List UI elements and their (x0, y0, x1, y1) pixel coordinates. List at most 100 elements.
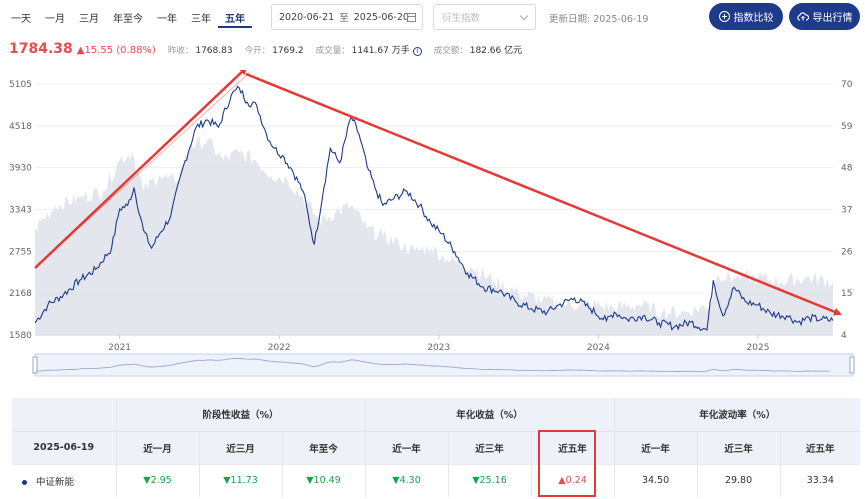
price-change: ▲15.55 (0.88%) (76, 45, 156, 56)
column-header: 近五年 (780, 430, 861, 464)
quote-summary: 1784.38 ▲15.55 (0.88%) 昨收： 1768.83 今开： 176… (9, 41, 522, 59)
group-header-blank (12, 398, 117, 431)
x-tick-label: 2024 (587, 343, 610, 353)
table-cell: ▼25.16 (448, 463, 532, 497)
export-quotes-label: 导出行情 (812, 13, 853, 24)
index-compare-button[interactable]: 指数比较 (709, 3, 783, 30)
trend-arrow-down (245, 72, 842, 316)
navigator-handle-right[interactable] (849, 356, 855, 374)
table-column-header-row: 2025-06-19 近一月 近三月 年至今 近一年 近三年 近五年 近一年 近… (12, 430, 861, 464)
y2-tick-label: 26 (841, 247, 853, 257)
info-icon[interactable]: i (412, 47, 422, 56)
y-tick-label: 3930 (9, 164, 32, 174)
column-header: 近三年 (448, 430, 532, 464)
turnover: 成交额： 182.66 亿元 (434, 43, 522, 56)
range-navigator[interactable] (34, 353, 854, 377)
group-header-period-return: 阶段性收益（%） (116, 398, 366, 431)
table-cell: 29.80 (697, 463, 781, 497)
table-group-header-row: 阶段性收益（%） 年化收益（%） 年化波动率（%） (12, 398, 861, 431)
table-row[interactable]: 中证新能 ▼2.95 ▼11.73 ▼10.49 ▼4.30 ▼25.16 ▲0… (12, 463, 861, 497)
y-tick-label: 2755 (9, 247, 32, 257)
group-header-annualized-return: 年化收益（%） (365, 398, 615, 431)
navigator-handle-left[interactable] (32, 356, 38, 374)
prev-close: 昨收： 1768.83 (168, 44, 233, 56)
trend-line-thin (34, 71, 251, 269)
price-chart[interactable]: 5105 4518 3930 3343 2755 2168 1580 70 59 48 37 26 1… (0, 70, 865, 380)
y-tick-label: 1580 (9, 331, 32, 341)
turnover-label: 成交额： (433, 46, 468, 56)
calendar-icon[interactable] (407, 13, 416, 22)
toolbar: 一天 一月 三月 年至今 一年 三年 五年 2020-06-21 至 2025-… (0, 0, 865, 36)
table-cell: ▼11.73 (199, 463, 283, 497)
y2-tick-label: 15 (841, 289, 852, 299)
column-header: 近一年 (365, 430, 449, 464)
table-cell: 33.34 (780, 463, 861, 497)
y-tick-label: 2168 (9, 289, 32, 299)
column-header: 近一年 (614, 430, 698, 464)
table-cell: 34.50 (614, 463, 698, 497)
period-tab-1d[interactable]: 一天 (11, 14, 31, 25)
open-value: 1769.2 (272, 46, 304, 56)
update-date: 更新日期: 2025-06-19 (549, 14, 649, 25)
y2-tick-label: 48 (841, 164, 853, 174)
derived-index-select[interactable]: 衍生指数 (433, 4, 536, 30)
x-tick-label: 2025 (747, 343, 770, 353)
prev-close-value: 1768.83 (195, 46, 233, 56)
turnover-value: 182.66 亿元 (469, 46, 523, 56)
today-open: 今开： 1769.2 (245, 44, 304, 56)
table-cell: ▼2.95 (116, 463, 200, 497)
index-name-cell: 中证新能 (12, 463, 117, 497)
y-axis-right: 70 59 48 37 26 15 4 (841, 80, 853, 341)
y-tick-label: 3343 (9, 206, 32, 216)
volume-label: 成交量： (315, 46, 350, 56)
plus-circle-icon (718, 11, 730, 22)
volume: 成交量： 1141.67 万手 i (316, 43, 422, 56)
navigator-line (34, 357, 830, 373)
period-tab-1y[interactable]: 一年 (157, 14, 177, 25)
chevron-down-icon (519, 11, 529, 21)
period-tab-1m[interactable]: 一月 (45, 14, 65, 25)
x-tick-label: 2022 (268, 343, 291, 353)
x-tick-label: 2021 (108, 343, 131, 353)
y-tick-label: 5105 (9, 80, 32, 90)
period-tab-3m[interactable]: 三月 (79, 14, 99, 25)
column-header: 近五年 (531, 430, 615, 464)
export-quotes-button[interactable]: 导出行情 (789, 3, 860, 30)
date-separator: 至 (339, 13, 349, 24)
last-price: 1784.38 (9, 41, 73, 57)
derived-index-placeholder: 衍生指数 (442, 13, 481, 24)
y2-tick-label: 59 (841, 122, 853, 132)
y2-tick-label: 4 (841, 331, 847, 341)
y2-tick-label: 70 (841, 80, 853, 90)
prev-close-label: 昨收： (167, 46, 194, 56)
period-tabs: 一天 一月 三月 年至今 一年 三年 五年 (4, 6, 252, 28)
index-name: 中证新能 (36, 476, 75, 488)
x-tick-label: 2023 (427, 343, 450, 353)
y-tick-label: 4518 (9, 122, 32, 132)
column-header: 近三年 (697, 430, 781, 464)
period-tab-3y[interactable]: 三年 (191, 14, 211, 25)
price-line (34, 85, 834, 332)
column-header: 近一月 (116, 430, 200, 464)
column-header: 年至今 (282, 430, 366, 464)
performance-table: 阶段性收益（%） 年化收益（%） 年化波动率（%） 2025-06-19 近一月… (12, 398, 861, 497)
open-label: 今开： (244, 46, 271, 56)
column-header-date: 2025-06-19 (12, 430, 117, 464)
period-tab-ytd[interactable]: 年至今 (113, 14, 143, 25)
period-tab-5y[interactable]: 五年 (218, 6, 252, 28)
volume-value: 1141.67 万手 (351, 46, 410, 56)
y2-tick-label: 37 (841, 206, 852, 216)
x-axis: 2021 2022 2023 2024 2025 (108, 343, 769, 353)
group-header-annualized-volatility: 年化波动率（%） (614, 398, 861, 431)
date-end[interactable]: 2025-06-20 (353, 11, 409, 23)
cloud-upload-icon (796, 12, 809, 21)
table-cell: ▼10.49 (282, 463, 366, 497)
series-dot (22, 479, 27, 485)
date-range-picker[interactable]: 2020-06-21 至 2025-06-20 (271, 4, 423, 30)
index-compare-label: 指数比较 (733, 13, 774, 24)
table-cell: ▲0.24 (531, 463, 615, 497)
volume-area (35, 136, 833, 335)
date-start[interactable]: 2020-06-21 (279, 11, 335, 23)
column-header: 近三月 (199, 430, 283, 464)
table-cell: ▼4.30 (365, 463, 449, 497)
